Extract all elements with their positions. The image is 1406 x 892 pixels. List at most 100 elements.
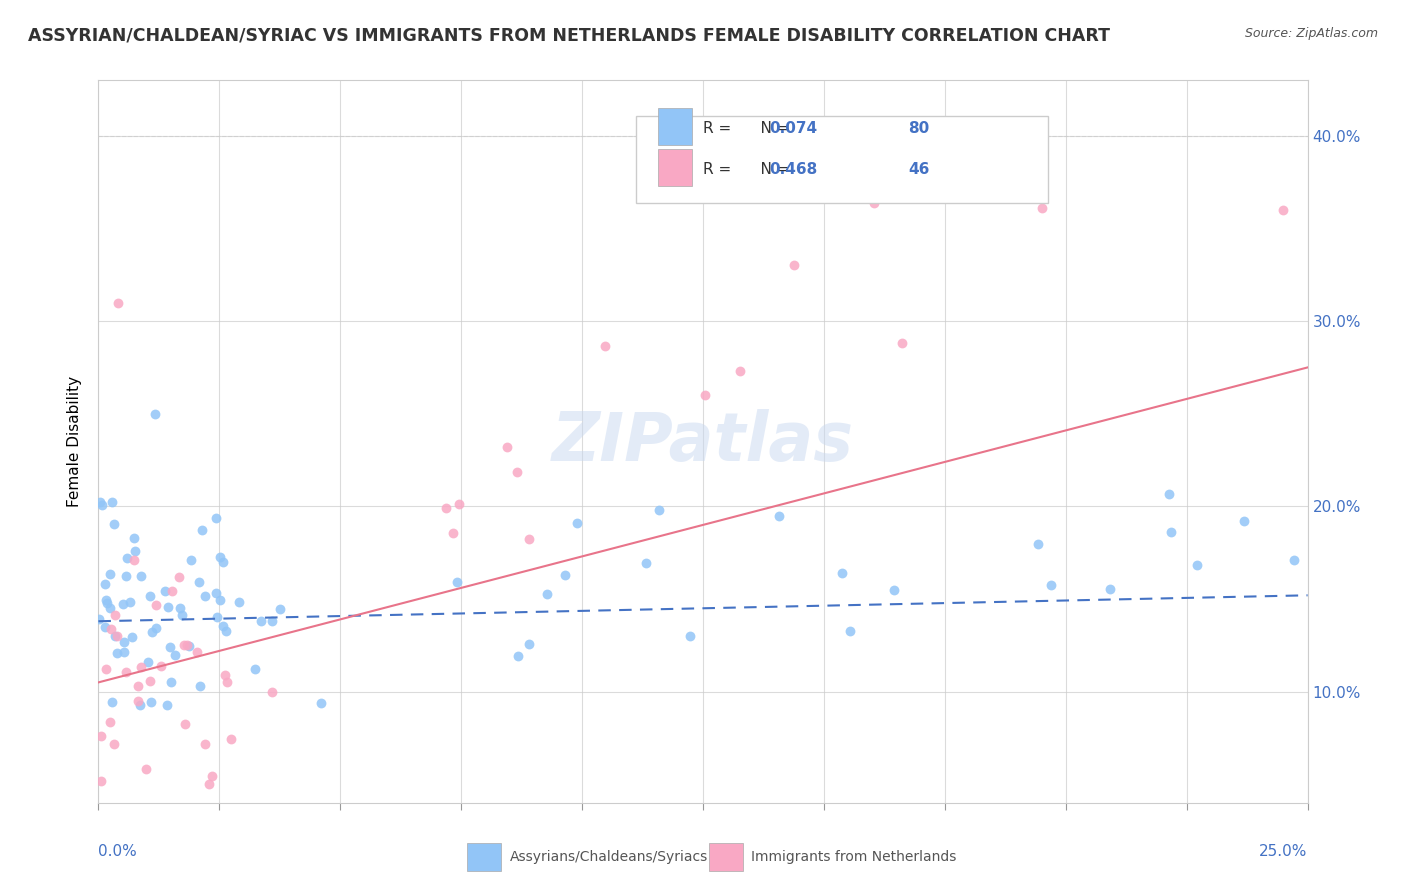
Point [508, 648, 530, 663]
Point [565, 516, 588, 530]
Point [159, 640, 181, 654]
Point [98, 601, 121, 615]
Point [90, 773, 112, 788]
Point [124, 543, 146, 558]
Point [89, 495, 111, 509]
Point [434, 501, 457, 516]
Text: 46: 46 [908, 161, 929, 177]
Text: Source: ZipAtlas.com: Source: ZipAtlas.com [1244, 27, 1378, 40]
Point [194, 589, 217, 603]
Text: 80: 80 [908, 121, 929, 136]
Point [260, 614, 283, 628]
Point [208, 550, 231, 565]
Point [205, 609, 228, 624]
Point [243, 662, 266, 676]
Point [447, 497, 470, 511]
Point [208, 592, 231, 607]
Point [105, 646, 128, 660]
Point [204, 511, 226, 525]
Point [112, 635, 135, 649]
Point [197, 777, 219, 791]
Point [219, 731, 242, 746]
Y-axis label: Female Disability: Female Disability [67, 376, 83, 508]
Point [149, 658, 172, 673]
Point [309, 696, 332, 710]
Text: 0.468: 0.468 [769, 161, 818, 177]
FancyBboxPatch shape [658, 108, 692, 145]
Point [648, 503, 671, 517]
Point [169, 601, 191, 615]
Point [678, 628, 700, 642]
Point [924, 153, 946, 168]
Point [179, 640, 201, 654]
Point [153, 584, 176, 599]
Point [107, 295, 129, 310]
Point [194, 738, 217, 752]
Point [891, 336, 914, 351]
Text: 0.074: 0.074 [769, 121, 818, 136]
Point [172, 607, 194, 622]
Point [124, 552, 146, 566]
Point [122, 531, 145, 545]
Point [863, 195, 886, 210]
Point [115, 550, 138, 565]
Point [228, 595, 250, 609]
Point [94, 576, 117, 591]
Point [190, 679, 212, 693]
Point [205, 585, 228, 599]
Point [212, 555, 235, 569]
Point [90, 729, 112, 743]
Point [103, 516, 125, 531]
Point [156, 698, 179, 713]
Point [115, 665, 138, 679]
Point [118, 595, 141, 609]
Point [157, 600, 180, 615]
FancyBboxPatch shape [467, 843, 501, 871]
Point [100, 495, 122, 509]
Point [94, 593, 117, 607]
Point [269, 602, 291, 616]
Point [145, 598, 167, 612]
Point [145, 621, 167, 635]
Point [1039, 578, 1062, 592]
Point [831, 566, 853, 581]
Point [128, 698, 150, 712]
Point [554, 568, 576, 582]
Point [217, 674, 239, 689]
Point [505, 465, 527, 479]
Point [517, 532, 540, 546]
Point [138, 655, 160, 669]
FancyBboxPatch shape [658, 149, 692, 186]
FancyBboxPatch shape [709, 843, 742, 871]
Point [121, 630, 143, 644]
Point [1028, 537, 1050, 551]
Point [180, 553, 202, 567]
Point [139, 695, 162, 709]
Point [634, 556, 657, 570]
Point [211, 619, 233, 633]
Point [783, 258, 806, 272]
Point [728, 364, 751, 378]
Point [163, 648, 186, 662]
Point [1282, 552, 1305, 566]
Point [536, 586, 558, 600]
Point [446, 574, 468, 589]
Point [129, 659, 152, 673]
Point [1160, 525, 1182, 540]
Point [173, 638, 195, 652]
Point [141, 625, 163, 640]
Point [160, 584, 183, 599]
Point [441, 525, 464, 540]
Point [87, 612, 110, 626]
Point [517, 637, 540, 651]
Point [135, 762, 157, 776]
Point [496, 440, 519, 454]
Point [127, 679, 149, 693]
Point [90, 498, 112, 512]
Point [139, 673, 162, 688]
Point [139, 589, 162, 603]
Point [115, 569, 138, 583]
Point [103, 737, 125, 751]
Point [186, 645, 208, 659]
Point [176, 638, 198, 652]
